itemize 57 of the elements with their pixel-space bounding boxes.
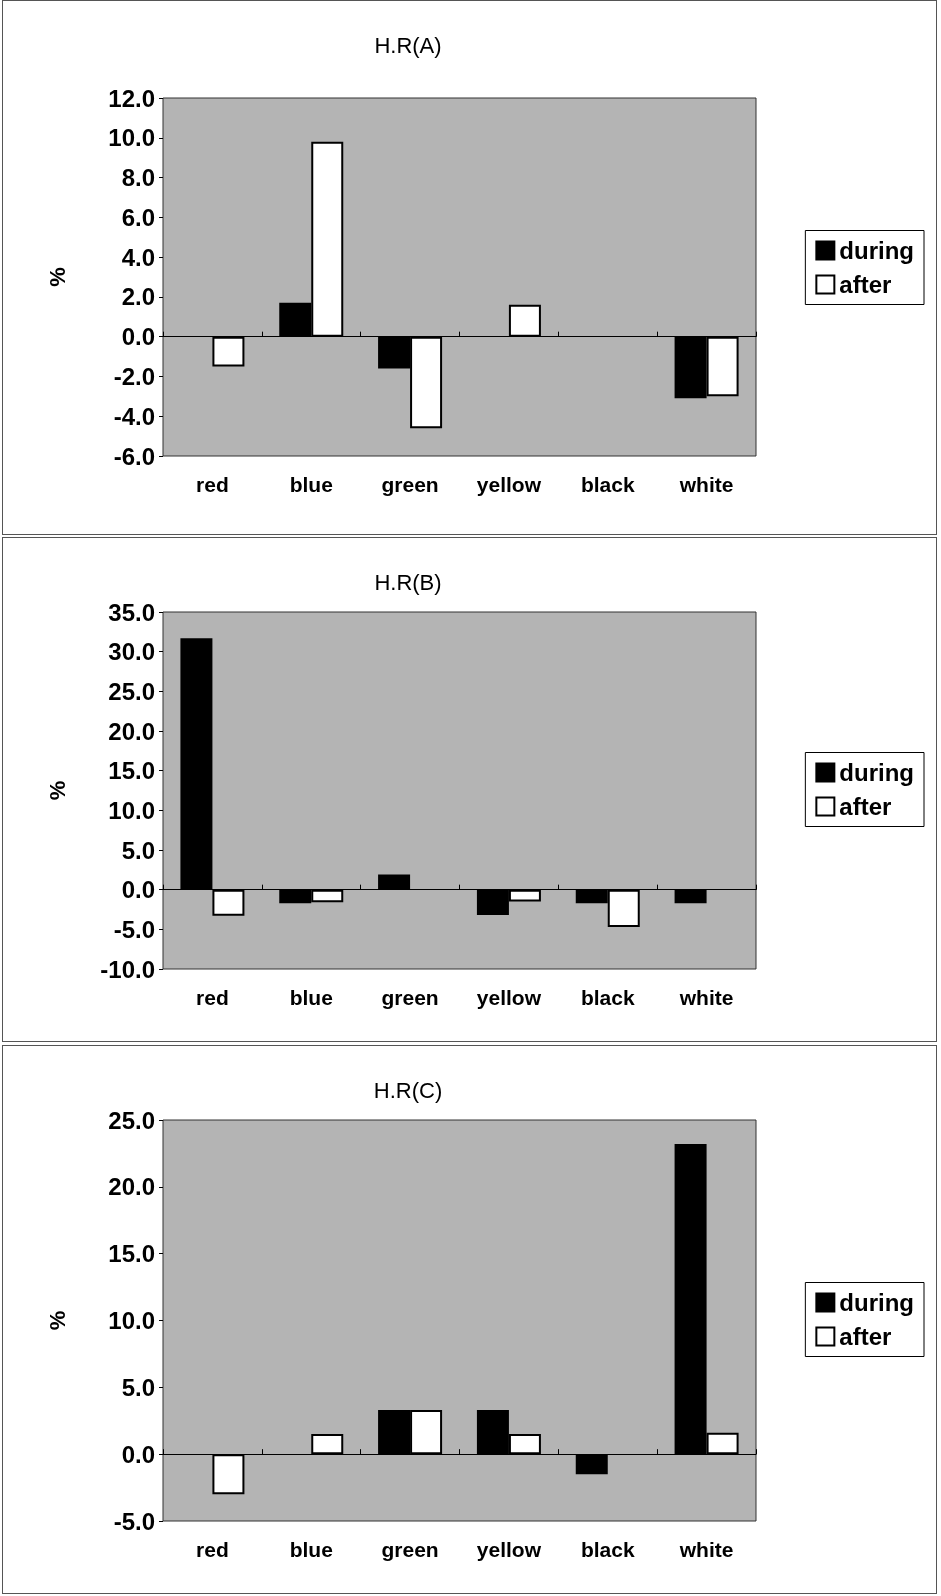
x-tick-label: yellow bbox=[476, 1538, 542, 1561]
y-tick-label: 12.0 bbox=[108, 84, 155, 112]
y-tick-label: 5.0 bbox=[121, 836, 155, 864]
x-tick-label: blue bbox=[289, 473, 333, 496]
y-tick-label: 25.0 bbox=[108, 1106, 155, 1134]
y-tick-label: 2.0 bbox=[121, 283, 155, 311]
y-tick-label: 35.0 bbox=[108, 598, 155, 626]
y-tick-label: -5.0 bbox=[113, 1507, 155, 1535]
x-tick-label: white bbox=[678, 1538, 734, 1561]
y-tick-label: 0.0 bbox=[121, 1440, 155, 1468]
y-tick-label: 0.0 bbox=[121, 323, 155, 351]
legend-label: during bbox=[839, 1289, 915, 1316]
x-tick-label: white bbox=[678, 986, 734, 1009]
y-tick-label: 5.0 bbox=[121, 1373, 155, 1401]
chart-title: H.R(C) bbox=[373, 1077, 443, 1103]
y-tick-label: 10.0 bbox=[108, 1307, 155, 1334]
y-tick-label: -2.0 bbox=[113, 362, 155, 390]
x-tick-label: green bbox=[381, 473, 439, 496]
y-tick-label: -6.0 bbox=[113, 442, 155, 470]
y-tick-label: 15.0 bbox=[108, 757, 155, 785]
y-tick-label: 20.0 bbox=[108, 717, 155, 745]
y-axis-title: % bbox=[44, 780, 70, 801]
x-tick-label: blue bbox=[289, 1538, 333, 1561]
y-tick-label: 20.0 bbox=[108, 1173, 155, 1201]
y-tick-label: 10.0 bbox=[108, 124, 155, 152]
x-tick-label: blue bbox=[289, 986, 333, 1009]
y-tick-label: 4.0 bbox=[121, 243, 155, 271]
x-tick-label: green bbox=[381, 986, 439, 1009]
chart-title: H.R(B) bbox=[374, 569, 442, 595]
legend-label: after bbox=[839, 1323, 892, 1350]
y-tick-label: -4.0 bbox=[113, 402, 155, 430]
y-tick-label: 15.0 bbox=[108, 1240, 155, 1268]
legend-label: during bbox=[839, 759, 915, 786]
y-tick-label: -5.0 bbox=[113, 915, 155, 943]
y-tick-label: -10.0 bbox=[100, 955, 155, 983]
x-tick-label: black bbox=[580, 986, 635, 1009]
x-tick-label: yellow bbox=[476, 473, 542, 496]
x-tick-label: black bbox=[580, 1538, 635, 1561]
chart-title: H.R(A) bbox=[374, 32, 442, 58]
x-tick-label: white bbox=[678, 473, 734, 496]
x-tick-label: yellow bbox=[476, 986, 542, 1009]
y-tick-label: 0.0 bbox=[121, 876, 155, 904]
y-tick-label: 8.0 bbox=[121, 164, 155, 192]
legend-label: during bbox=[839, 237, 915, 264]
y-axis-title: % bbox=[44, 1310, 70, 1331]
x-tick-label: red bbox=[196, 473, 229, 496]
legend-label: after bbox=[839, 271, 892, 298]
y-tick-label: 30.0 bbox=[108, 638, 155, 666]
y-axis-title: % bbox=[44, 267, 70, 287]
x-tick-label: red bbox=[196, 1538, 229, 1561]
y-tick-label: 6.0 bbox=[121, 203, 155, 231]
x-tick-label: green bbox=[381, 1538, 439, 1561]
x-tick-label: red bbox=[196, 986, 229, 1009]
x-tick-label: black bbox=[580, 473, 635, 496]
y-tick-label: 10.0 bbox=[108, 796, 155, 824]
legend-label: after bbox=[839, 793, 892, 820]
y-tick-label: 25.0 bbox=[108, 677, 155, 705]
